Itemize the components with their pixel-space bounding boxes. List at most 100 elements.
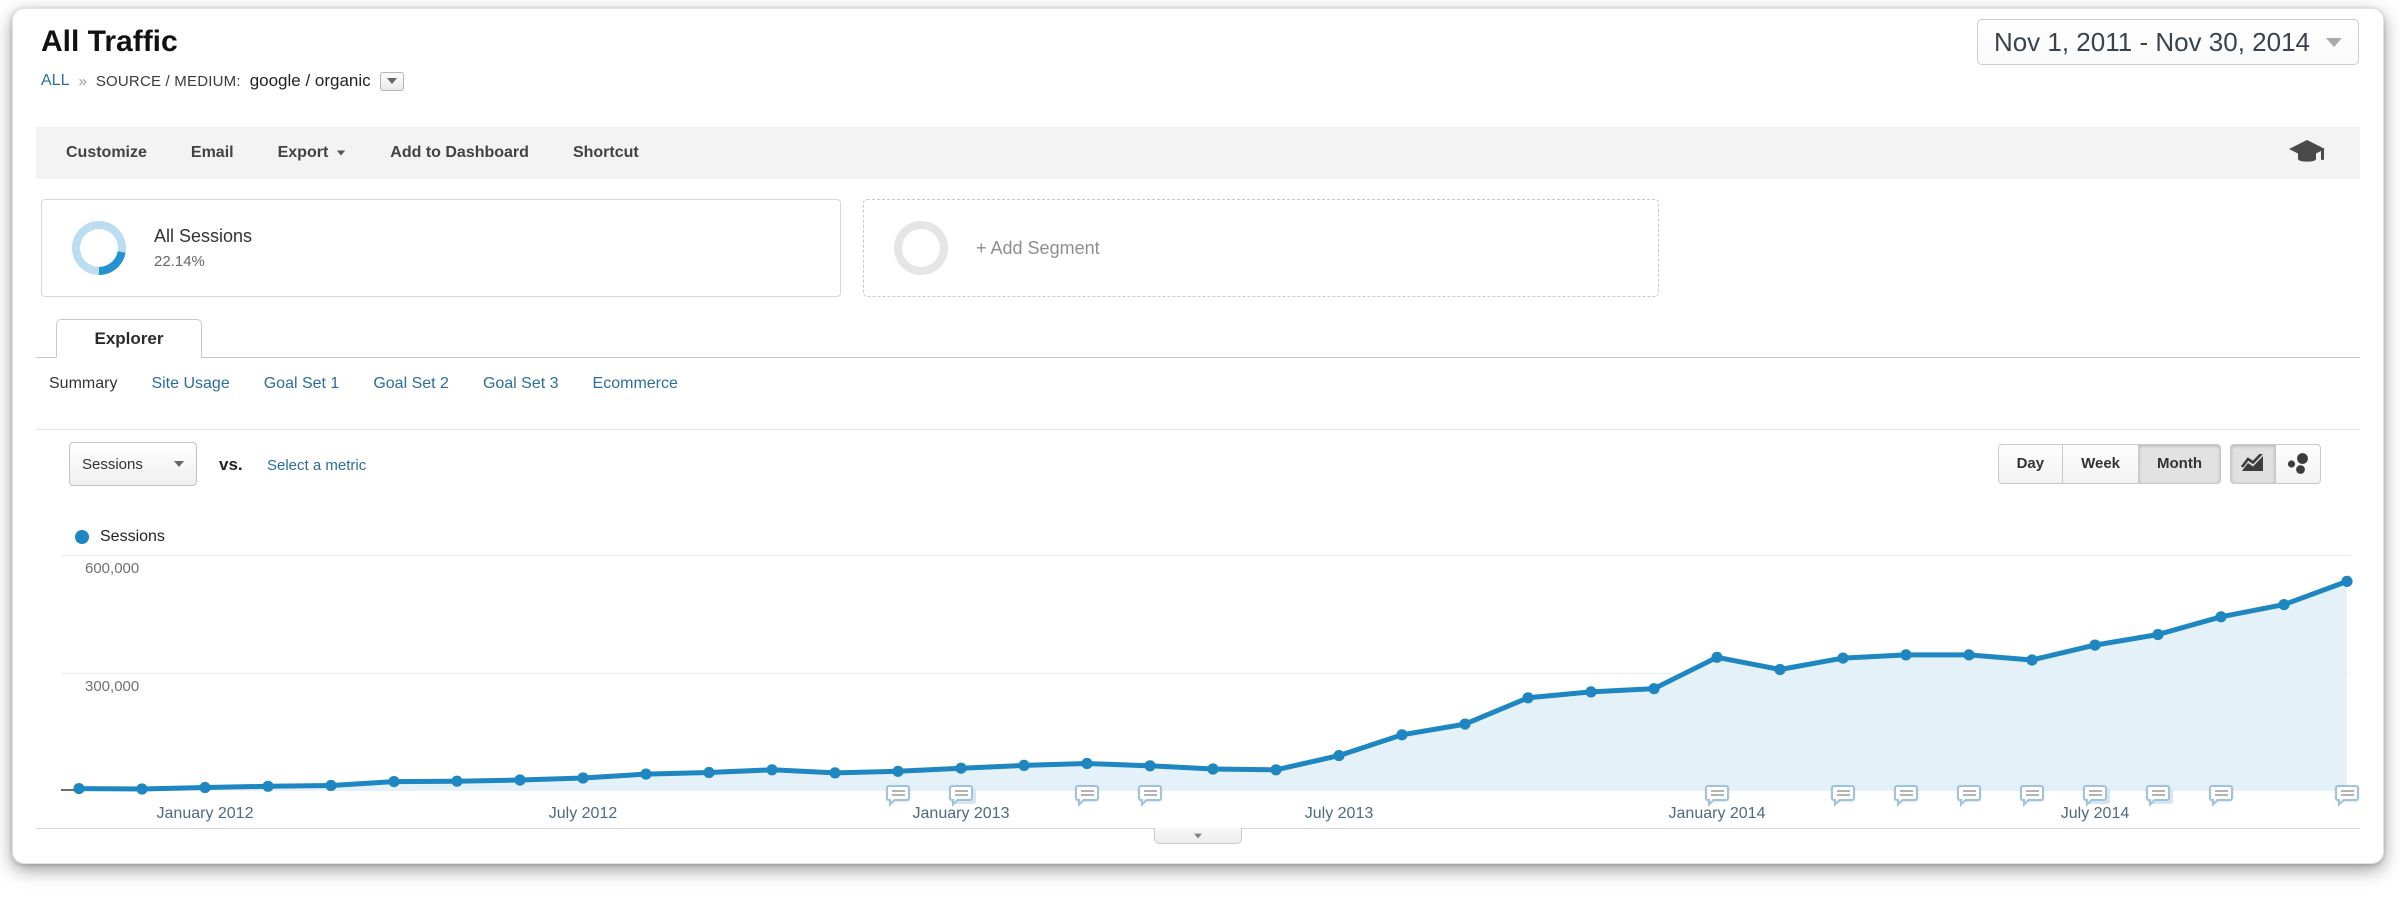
annotation-lines-icon [2215, 790, 2228, 792]
annotation-flag-jan-2014[interactable] [1705, 785, 1729, 807]
export-button[interactable]: Export [278, 144, 347, 162]
data-point-may-2012[interactable] [451, 775, 463, 787]
granularity-button-group: Day Week Month [1997, 444, 2221, 484]
annotation-flag-mar-2013[interactable] [1075, 785, 1099, 807]
x-axis-tick-label: January 2014 [1668, 805, 1766, 822]
data-point-jun-2014[interactable] [2026, 654, 2038, 666]
annotation-lines-icon [1963, 790, 1976, 792]
annotation-flag-may-2014[interactable] [1957, 785, 1981, 807]
y-axis-tick-label: 600,000 [85, 560, 140, 577]
line-chart-view-button[interactable] [2230, 444, 2276, 484]
data-point-sep-2014[interactable] [2215, 611, 2227, 623]
data-point-jan-2013[interactable] [955, 762, 967, 774]
chevron-down-icon [337, 150, 346, 156]
data-point-feb-2013[interactable] [1018, 759, 1030, 771]
data-point-nov-2012[interactable] [829, 767, 841, 779]
subtab-ecommerce[interactable]: Ecommerce [592, 375, 678, 392]
annotation-flag-apr-2013[interactable] [1138, 785, 1162, 807]
annotation-flag-aug-2014[interactable] [2146, 785, 2170, 807]
granularity-day-button[interactable]: Day [1997, 444, 2064, 484]
annotation-flag-jun-2014[interactable] [2020, 785, 2044, 807]
annotation-flag-jan-2013[interactable] [949, 785, 973, 807]
data-point-jun-2013[interactable] [1270, 764, 1282, 776]
annotation-flag-mar-2014[interactable] [1831, 785, 1855, 807]
data-point-apr-2013[interactable] [1144, 760, 1156, 772]
data-point-aug-2014[interactable] [2152, 628, 2164, 641]
shortcut-button[interactable]: Shortcut [572, 144, 639, 161]
subtab-goal-set-3[interactable]: Goal Set 3 [482, 375, 559, 392]
data-point-oct-2013[interactable] [1522, 692, 1534, 704]
annotation-lines-icon [1081, 790, 1094, 792]
segment-all-sessions[interactable]: All Sessions 22.14% [41, 199, 841, 297]
customize-button[interactable]: Customize [66, 144, 147, 161]
data-point-mar-2012[interactable] [325, 779, 337, 792]
add-segment-button[interactable]: + Add Segment [863, 199, 1659, 297]
annotation-lines-icon [2026, 790, 2039, 792]
tab-strip-divider [36, 357, 2360, 358]
chevron-down-icon [2326, 37, 2342, 47]
data-point-mar-2013[interactable] [1081, 757, 1093, 770]
date-range-selector[interactable]: Nov 1, 2011 - Nov 30, 2014 [1976, 19, 2359, 65]
data-point-aug-2012[interactable] [640, 768, 652, 780]
annotation-flag-jul-2014[interactable] [2083, 785, 2107, 807]
bubble-chart-icon [2287, 453, 2308, 474]
segment-name: All Sessions [154, 226, 253, 246]
subtab-goal-set-1[interactable]: Goal Set 1 [263, 375, 340, 392]
segment-percent: 22.14% [154, 253, 205, 270]
annotations-expander-button[interactable] [1154, 828, 1242, 844]
data-point-sep-2013[interactable] [1459, 718, 1471, 730]
series-color-dot-icon [75, 530, 89, 544]
subtab-summary[interactable]: Summary [49, 375, 118, 392]
data-point-aug-2013[interactable] [1396, 729, 1408, 741]
annotation-flag-sep-2014[interactable] [2209, 785, 2233, 807]
select-a-metric-link[interactable]: Select a metric [267, 457, 367, 474]
data-point-may-2013[interactable] [1207, 763, 1219, 775]
data-point-feb-2012[interactable] [262, 780, 274, 792]
sessions-timeseries-chart[interactable]: 600,000 300,000 [61, 546, 2353, 795]
subtab-goal-set-2[interactable]: Goal Set 2 [373, 375, 449, 392]
annotation-lines-icon [2341, 790, 2354, 792]
email-button[interactable]: Email [190, 144, 234, 161]
granularity-month-button[interactable]: Month [2138, 444, 2221, 484]
data-point-feb-2014[interactable] [1774, 663, 1786, 676]
annotation-flag-dec-2012[interactable] [886, 785, 910, 807]
x-axis-tick-label: July 2012 [548, 805, 618, 822]
data-point-dec-2011[interactable] [136, 783, 148, 795]
data-point-nov-2013[interactable] [1585, 686, 1597, 698]
data-point-jun-2012[interactable] [514, 774, 526, 786]
data-point-dec-2012[interactable] [892, 765, 904, 777]
data-point-mar-2014[interactable] [1837, 652, 1849, 664]
data-point-oct-2012[interactable] [766, 764, 778, 776]
data-point-dec-2013[interactable] [1648, 683, 1660, 695]
data-point-jan-2014[interactable] [1711, 651, 1723, 663]
vs-label: vs. [219, 455, 243, 474]
annotation-lines-icon [1144, 790, 1157, 792]
education-graduation-cap-icon[interactable] [2288, 139, 2326, 167]
breadcrumb-all-link[interactable]: ALL [41, 72, 70, 89]
motion-chart-view-button[interactable] [2275, 444, 2321, 484]
y-gridline [61, 555, 2351, 556]
data-point-sep-2012[interactable] [703, 766, 715, 779]
tab-explorer[interactable]: Explorer [56, 319, 202, 358]
data-point-jan-2012[interactable] [199, 781, 211, 794]
data-point-jul-2012[interactable] [577, 772, 589, 784]
data-point-apr-2012[interactable] [388, 776, 400, 788]
granularity-week-button[interactable]: Week [2062, 444, 2140, 484]
data-point-nov-2014[interactable] [2341, 575, 2353, 587]
breadcrumb-separator: » [78, 72, 87, 90]
data-point-oct-2014[interactable] [2278, 599, 2290, 611]
annotation-flag-nov-2014[interactable] [2335, 785, 2359, 807]
annotation-flag-apr-2014[interactable] [1894, 785, 1918, 807]
data-point-apr-2014[interactable] [1900, 649, 1912, 661]
data-point-jul-2014[interactable] [2089, 639, 2101, 651]
data-point-jul-2013[interactable] [1333, 750, 1345, 762]
breadcrumb-dropdown-button[interactable] [379, 71, 404, 91]
metric-selector-dropdown[interactable]: Sessions [69, 442, 197, 486]
data-point-nov-2011[interactable] [73, 783, 85, 795]
add-to-dashboard-button[interactable]: Add to Dashboard [390, 144, 529, 161]
segment-donut-icon [72, 221, 126, 275]
subtab-site-usage[interactable]: Site Usage [151, 375, 230, 392]
chevron-down-icon [386, 78, 397, 84]
data-point-may-2014[interactable] [1963, 649, 1975, 661]
series-area-fill [79, 581, 2347, 791]
